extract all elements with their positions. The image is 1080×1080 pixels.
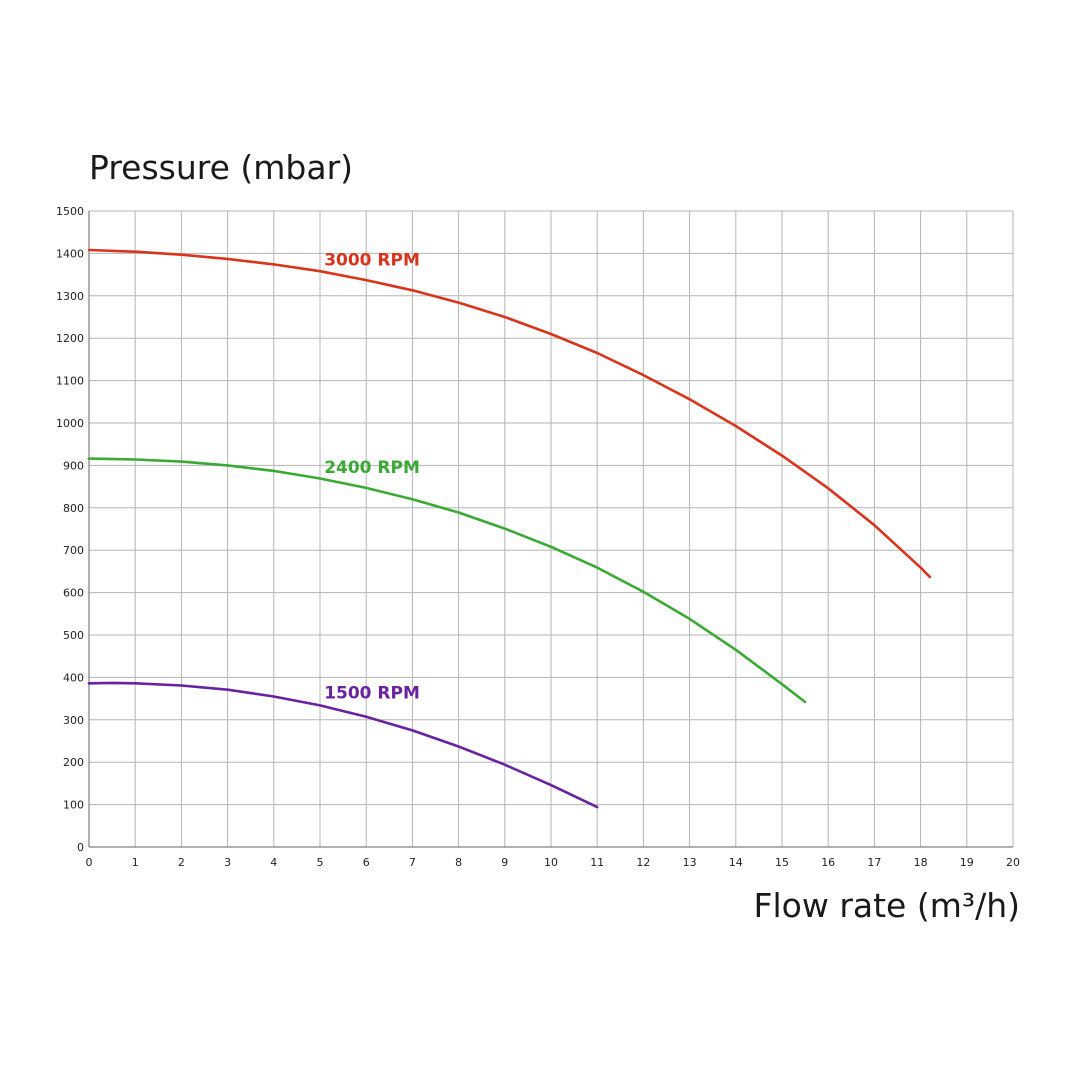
x-tick-label: 11 bbox=[590, 856, 604, 869]
x-tick-label: 0 bbox=[86, 856, 93, 869]
x-tick-label: 13 bbox=[683, 856, 697, 869]
series-labels: 3000 RPM 2400 RPM 1500 RPM bbox=[324, 251, 420, 704]
x-tick-label: 16 bbox=[821, 856, 835, 869]
y-tick-label: 700 bbox=[63, 544, 84, 557]
x-tick-label: 18 bbox=[914, 856, 928, 869]
y-tick-label: 1000 bbox=[56, 417, 84, 430]
x-tick-label: 7 bbox=[409, 856, 416, 869]
x-tick-label: 19 bbox=[960, 856, 974, 869]
series-line-1500-rpm bbox=[87, 681, 599, 809]
y-tick-label: 1200 bbox=[56, 332, 84, 345]
x-tick-label: 9 bbox=[501, 856, 508, 869]
x-tick-label: 10 bbox=[544, 856, 558, 869]
y-tick-label: 1100 bbox=[56, 375, 84, 388]
x-tick-label: 2 bbox=[178, 856, 185, 869]
y-tick-label: 200 bbox=[63, 756, 84, 769]
series-label-3000-rpm: 3000 RPM bbox=[324, 251, 420, 271]
x-tick-label: 4 bbox=[270, 856, 277, 869]
y-tick-label: 1400 bbox=[56, 247, 84, 260]
x-tick-label: 8 bbox=[455, 856, 462, 869]
x-tick-label: 15 bbox=[775, 856, 789, 869]
x-tick-labels: 0 1 2 3 4 5 6 7 8 9 10 11 12 13 14 15 16 17 18 19 20 bbox=[86, 856, 1021, 869]
series-lines bbox=[87, 248, 932, 809]
y-tick-label: 300 bbox=[63, 714, 84, 727]
x-axis-title: Flow rate (m³/h) bbox=[753, 886, 1021, 925]
y-tick-label: 800 bbox=[63, 502, 84, 515]
series-line-2400-rpm bbox=[87, 457, 807, 704]
x-tick-label: 14 bbox=[729, 856, 743, 869]
y-tick-label: 1300 bbox=[56, 290, 84, 303]
x-tick-label: 1 bbox=[132, 856, 139, 869]
y-tick-label: 100 bbox=[63, 799, 84, 812]
y-tick-label: 400 bbox=[63, 671, 84, 684]
y-tick-label: 500 bbox=[63, 629, 84, 642]
x-tick-label: 5 bbox=[317, 856, 324, 869]
x-tick-label: 20 bbox=[1006, 856, 1020, 869]
y-tick-labels: 0 100 200 300 400 500 600 700 800 900 1000 1100 1200… bbox=[56, 205, 84, 854]
x-tick-label: 6 bbox=[363, 856, 370, 869]
series-line-3000-rpm bbox=[87, 248, 932, 579]
x-tick-label: 12 bbox=[636, 856, 650, 869]
x-tick-label: 3 bbox=[224, 856, 231, 869]
series-label-1500-rpm: 1500 RPM bbox=[324, 684, 420, 704]
y-tick-label: 600 bbox=[63, 587, 84, 600]
y-tick-label: 1500 bbox=[56, 205, 84, 218]
y-axis-title: Pressure (mbar) bbox=[89, 148, 354, 187]
grid-lines bbox=[88, 210, 1014, 848]
y-tick-label: 900 bbox=[63, 459, 84, 472]
x-tick-label: 17 bbox=[867, 856, 881, 869]
y-tick-label: 0 bbox=[77, 841, 84, 854]
series-label-2400-rpm: 2400 RPM bbox=[324, 458, 420, 478]
